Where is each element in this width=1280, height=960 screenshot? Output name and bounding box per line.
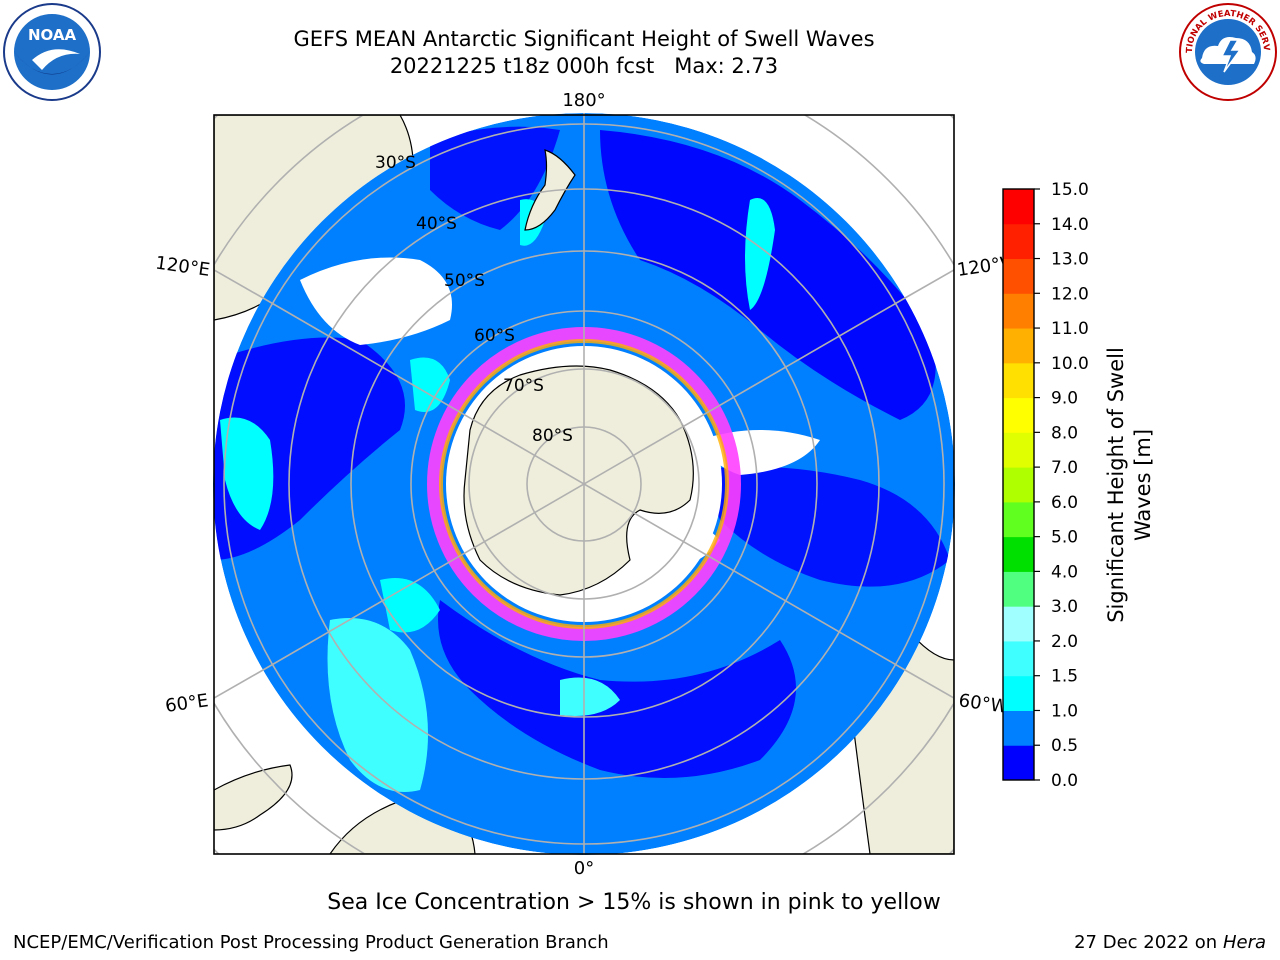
colorbar-segment xyxy=(1003,293,1034,329)
credit-date: 27 Dec 2022 on Hera xyxy=(1074,932,1266,953)
colorbar-segment xyxy=(1003,571,1034,607)
colorbar-tick-label: 1.0 xyxy=(1051,701,1078,721)
colorbar-title-line-2: Waves [m] xyxy=(1131,429,1155,541)
colorbar-segment xyxy=(1003,745,1034,781)
lon-label-60w: 60°W xyxy=(957,690,1009,718)
colorbar-segment xyxy=(1003,536,1034,572)
credit-host: Hera xyxy=(1222,932,1266,953)
colorbar-tick-label: 9.0 xyxy=(1051,389,1078,409)
colorbar-tick-label: 15.0 xyxy=(1051,180,1089,200)
colorbar-segment xyxy=(1003,432,1034,468)
colorbar-tick-label: 5.0 xyxy=(1051,528,1078,548)
colorbar-segment xyxy=(1003,501,1034,538)
colorbar-segment xyxy=(1003,675,1034,711)
colorbar xyxy=(1003,189,1034,781)
noaa-logo-text: NOAA xyxy=(28,26,77,44)
sea-ice-footnote: Sea Ice Concentration > 15% is shown in … xyxy=(327,890,941,915)
colorbar-segment xyxy=(1003,640,1034,677)
lon-label-0: 0° xyxy=(574,858,594,879)
colorbar-segment xyxy=(1003,362,1034,399)
lat-label-60s: 60°S xyxy=(474,326,515,346)
colorbar-tick-label: 10.0 xyxy=(1051,354,1089,374)
noaa-logo-icon: NOAA xyxy=(3,3,101,101)
lat-label-50s: 50°S xyxy=(444,271,485,291)
colorbar-segment xyxy=(1003,258,1034,294)
colorbar-frame xyxy=(1002,188,1035,781)
colorbar-tick-label: 4.0 xyxy=(1051,562,1078,582)
colorbar-tick-label: 11.0 xyxy=(1051,319,1089,339)
colorbar-tick-label: 6.0 xyxy=(1051,493,1078,513)
colorbar-tick-label: 3.0 xyxy=(1051,597,1078,617)
map-frame xyxy=(213,114,955,855)
lon-label-60e: 60°E xyxy=(164,690,210,717)
colorbar-segment xyxy=(1003,467,1034,503)
colorbar-title-line-1: Significant Height of Swell xyxy=(1104,347,1128,623)
lon-label-180: 180° xyxy=(562,90,605,111)
colorbar-segment xyxy=(1003,397,1034,433)
colorbar-segment xyxy=(1003,328,1034,364)
colorbar-segment xyxy=(1003,606,1034,642)
title-line-1: GEFS MEAN Antarctic Significant Height o… xyxy=(293,27,875,51)
graticule xyxy=(223,113,945,855)
colorbar-segment xyxy=(1003,223,1034,260)
lat-label-30s: 30°S xyxy=(375,153,416,173)
colorbar-tick-label: 0.0 xyxy=(1051,771,1078,791)
colorbar-tick-label: 13.0 xyxy=(1051,250,1089,270)
colorbar-tick-label: 12.0 xyxy=(1051,284,1089,304)
lat-label-80s: 80°S xyxy=(532,426,573,446)
colorbar-tick-label: 14.0 xyxy=(1051,215,1089,235)
colorbar-segment xyxy=(1003,710,1034,746)
colorbar-tick-label: 8.0 xyxy=(1051,423,1078,443)
colorbar-tick-label: 0.5 xyxy=(1051,736,1078,756)
colorbar-tick-label: 7.0 xyxy=(1051,458,1078,478)
nws-logo-icon: NATIONAL WEATHER SERVICE xyxy=(1178,2,1277,101)
colorbar-tick-label: 2.0 xyxy=(1051,632,1078,652)
credit-branch: NCEP/EMC/Verification Post Processing Pr… xyxy=(13,932,609,953)
lat-label-70s: 70°S xyxy=(503,376,544,396)
credit-date-text: 27 Dec 2022 on xyxy=(1074,932,1218,953)
colorbar-ticks: 0.0 0.5 1.0 1.5 2.0 3.0 4.0 5.0 6.0 7.0 8.0 9.0 10.0… xyxy=(1034,180,1089,791)
title-line-2: 20221225 t18z 000h fcst Max: 2.73 xyxy=(389,54,779,78)
colorbar-segment xyxy=(1003,189,1034,225)
lon-label-120e: 120°E xyxy=(154,253,211,281)
colorbar-tick-label: 1.5 xyxy=(1051,667,1078,687)
map-title: GEFS MEAN Antarctic Significant Height o… xyxy=(214,26,954,80)
lat-label-40s: 40°S xyxy=(416,214,457,234)
